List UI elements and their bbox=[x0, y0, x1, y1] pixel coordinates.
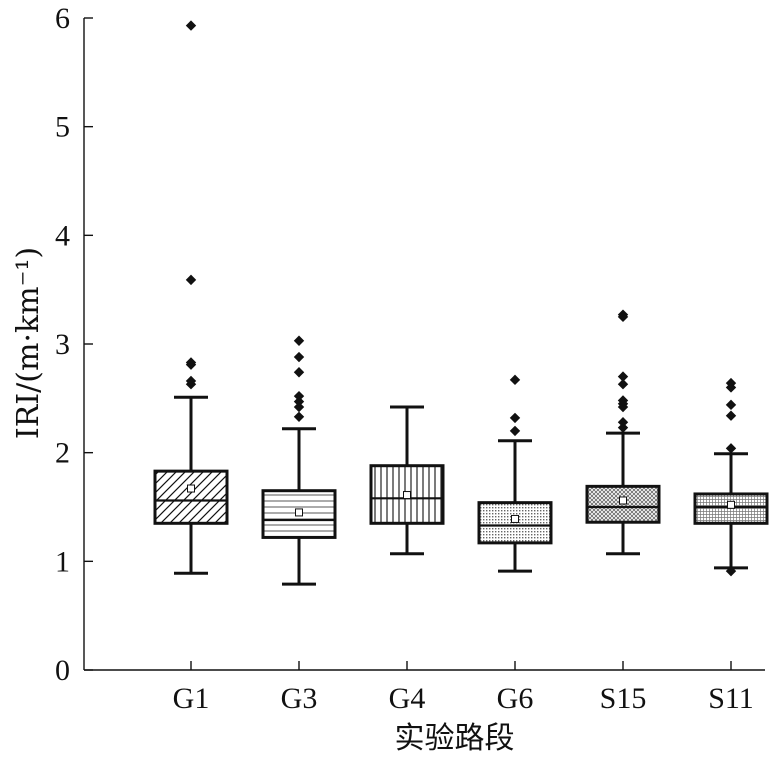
x-tick-label: G3 bbox=[281, 682, 318, 715]
outlier-point bbox=[725, 399, 737, 411]
outlier-point bbox=[725, 443, 737, 454]
outlier-point bbox=[509, 425, 521, 437]
box-group-g6 bbox=[477, 374, 553, 573]
iqr-box bbox=[693, 492, 769, 525]
mean-marker bbox=[727, 500, 735, 509]
outlier-point bbox=[293, 335, 305, 346]
outlier-point bbox=[185, 20, 197, 31]
x-tick-label: S11 bbox=[708, 682, 754, 715]
outlier-point bbox=[725, 377, 737, 389]
y-tick-label: 0 bbox=[55, 654, 70, 687]
outlier-point bbox=[617, 417, 629, 428]
outlier-point bbox=[617, 379, 629, 390]
y-tick-label: 3 bbox=[55, 328, 70, 361]
y-tick-label: 1 bbox=[55, 545, 70, 578]
box-group-g1 bbox=[153, 20, 229, 575]
y-tick-label: 6 bbox=[55, 2, 70, 35]
x-tick-label: G1 bbox=[173, 682, 210, 715]
y-ticks: 0 1 2 3 4 5 6 bbox=[55, 2, 93, 687]
outlier-point bbox=[185, 375, 197, 387]
y-tick-label: 4 bbox=[55, 219, 70, 252]
box-group-s15 bbox=[585, 309, 661, 556]
mean-marker bbox=[619, 496, 627, 505]
outlier-point bbox=[617, 371, 629, 382]
box-group-g3 bbox=[261, 335, 337, 586]
outlier-point bbox=[509, 374, 521, 386]
outlier-point bbox=[293, 401, 305, 413]
outlier-point bbox=[509, 412, 521, 424]
outlier-point bbox=[293, 396, 305, 407]
outlier-point bbox=[293, 351, 305, 363]
outlier-point bbox=[725, 410, 737, 421]
outlier-point bbox=[293, 367, 305, 378]
mean-marker bbox=[403, 491, 411, 500]
mean-marker bbox=[187, 484, 195, 493]
mean-marker bbox=[511, 514, 519, 523]
iqr-box bbox=[477, 501, 553, 545]
outlier-point bbox=[617, 422, 629, 433]
outlier-point bbox=[293, 390, 305, 402]
box-group-g4 bbox=[369, 405, 445, 556]
y-tick-label: 5 bbox=[55, 111, 70, 144]
y-axis-title: IRI/(m·km⁻¹) bbox=[11, 247, 46, 439]
outlier-point bbox=[617, 395, 629, 406]
x-tick-label: G6 bbox=[497, 682, 534, 715]
outlier-point bbox=[185, 357, 197, 368]
outlier-point bbox=[617, 309, 629, 320]
x-ticks: G1 G3 G4 G6 S15 S11 bbox=[173, 661, 754, 715]
outlier-point bbox=[725, 565, 737, 577]
x-axis-title: 实验路段 bbox=[395, 721, 515, 756]
mean-marker bbox=[295, 508, 303, 517]
x-tick-label: G4 bbox=[389, 682, 426, 715]
box-group-s11 bbox=[693, 377, 769, 577]
boxes bbox=[153, 20, 769, 586]
x-tick-label: S15 bbox=[600, 682, 647, 715]
y-tick-label: 2 bbox=[55, 437, 70, 470]
outlier-point bbox=[293, 411, 305, 423]
outlier-point bbox=[185, 274, 197, 286]
iqr-box bbox=[153, 469, 229, 525]
